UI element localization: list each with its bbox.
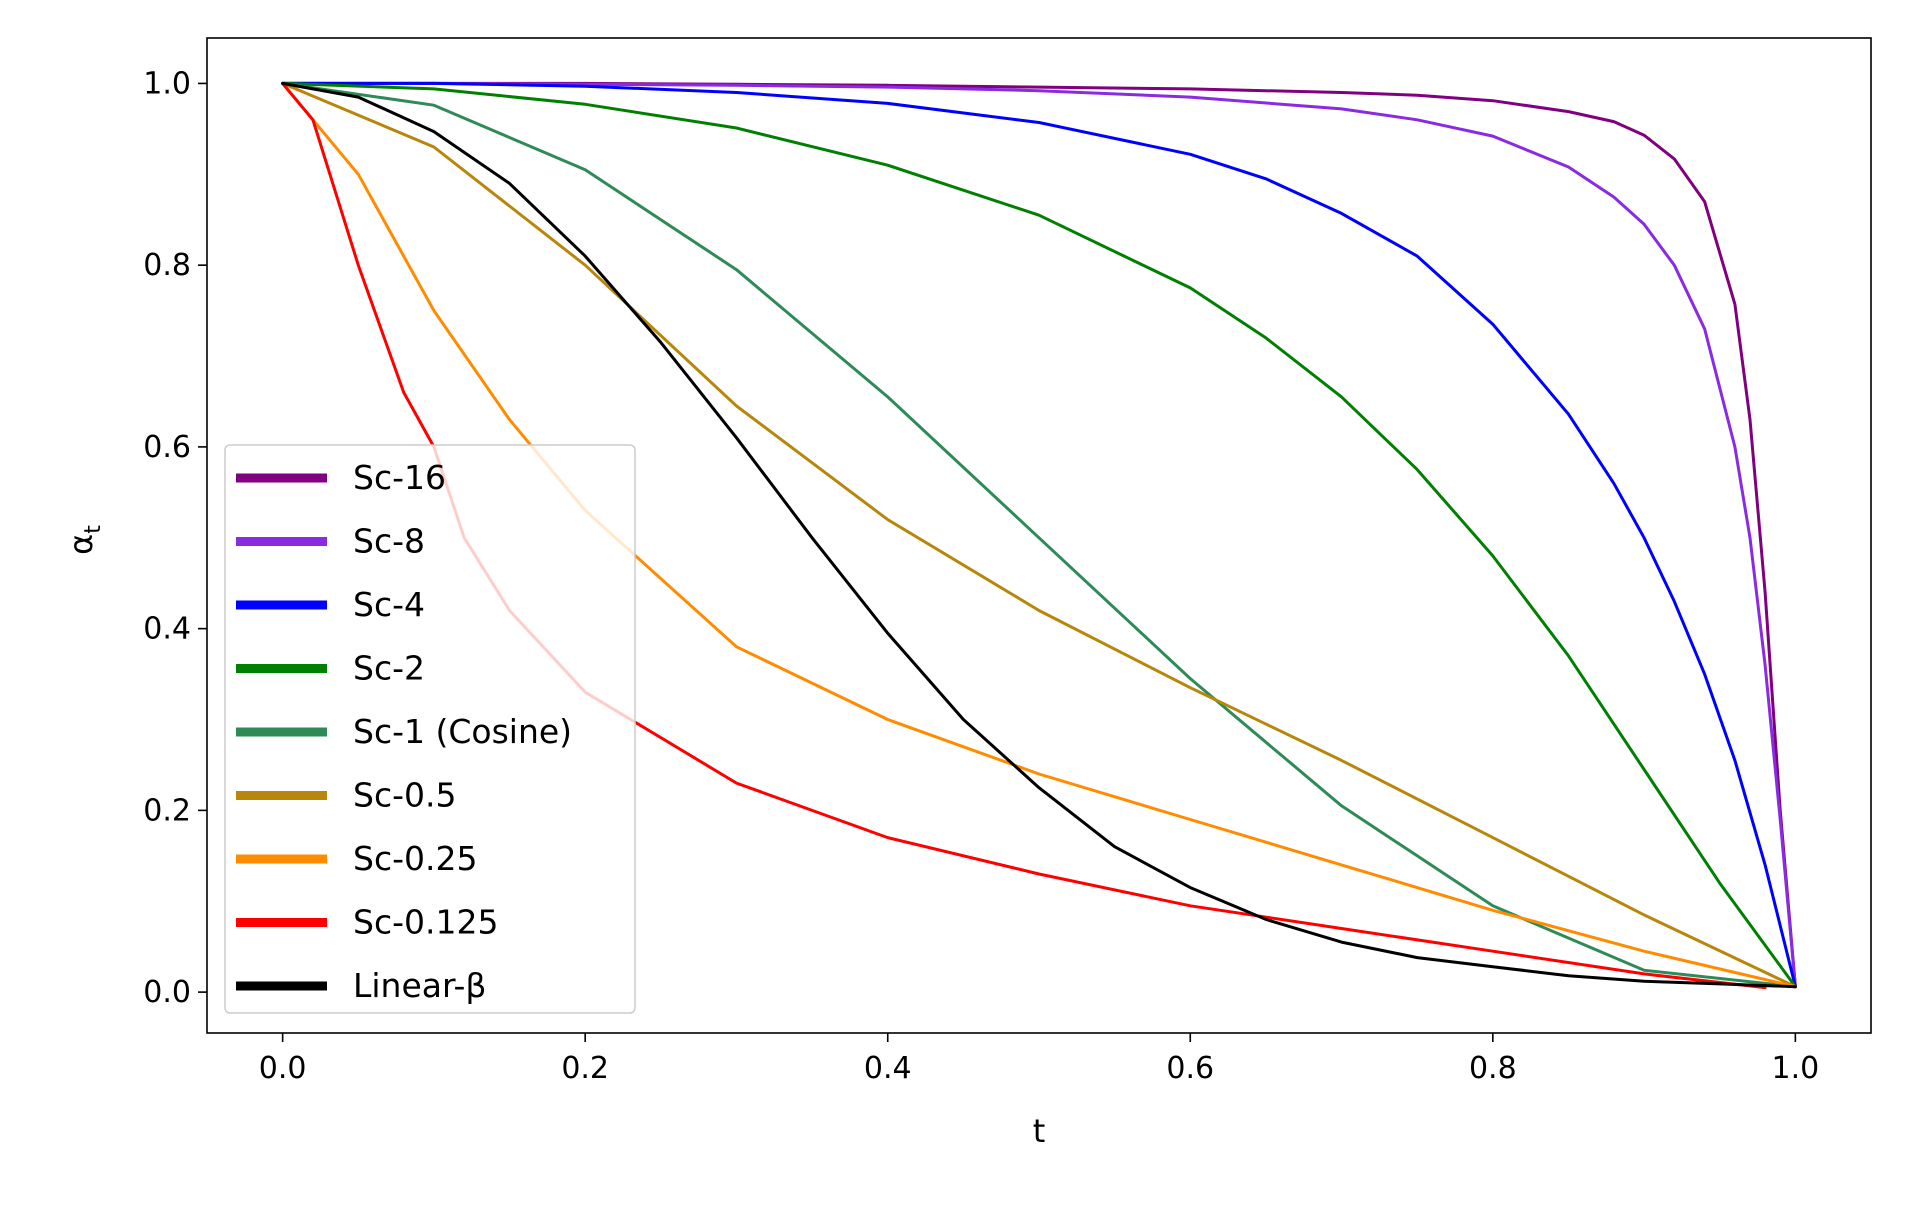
y-axis-label: αt (62, 525, 106, 555)
legend-label: Sc-2 (353, 649, 425, 688)
series-line-8 (281, 81, 1797, 989)
series-line-7 (281, 81, 1767, 990)
series-line-3 (281, 81, 1797, 989)
plot-frame (206, 37, 1872, 1034)
x-tick-label: 1.0 (1772, 1051, 1820, 1086)
y-axis-ticks: 0.0 0.2 0.4 0.6 0.8 1.0 (143, 66, 207, 1010)
y-tick-label: 0.4 (143, 612, 191, 647)
x-tick-label: 0.6 (1166, 1051, 1214, 1086)
legend-label: Sc-0.5 (353, 776, 456, 815)
y-tick-label: 0.2 (143, 793, 191, 828)
series-line-6 (281, 81, 1797, 989)
legend-label: Sc-8 (353, 522, 425, 561)
series-layer (281, 81, 1797, 990)
x-tick-label: 0.4 (864, 1051, 912, 1086)
legend-label: Sc-4 (353, 585, 425, 624)
legend: Sc-16 Sc-8 Sc-4 Sc-2 Sc-1 (Cosine) Sc-0.5 Sc-0… (224, 444, 636, 1014)
y-tick-label: 1.0 (143, 66, 191, 101)
legend-label: Linear-β (353, 966, 486, 1005)
series-line-4 (281, 81, 1797, 989)
legend-frame (224, 444, 636, 1014)
x-tick-label: 0.0 (259, 1051, 307, 1086)
y-tick-label: 0.8 (143, 248, 191, 283)
y-axis-label-base: α (62, 534, 100, 555)
legend-label: Sc-0.125 (353, 903, 498, 942)
x-tick-label: 0.8 (1469, 1051, 1517, 1086)
x-axis-label: t (1033, 1112, 1046, 1150)
series-line-1 (281, 81, 1797, 989)
series-line-2 (281, 81, 1797, 989)
y-tick-label: 0.0 (143, 975, 191, 1010)
series-line-5 (281, 81, 1797, 989)
x-tick-label: 0.2 (561, 1051, 609, 1086)
y-tick-label: 0.6 (143, 430, 191, 465)
y-axis-label-subscript: t (81, 525, 106, 534)
legend-label: Sc-16 (353, 458, 446, 497)
legend-label: Sc-0.25 (353, 839, 477, 878)
x-axis-ticks: 0.0 0.2 0.4 0.6 0.8 1.0 (259, 1033, 1819, 1086)
legend-label: Sc-1 (Cosine) (353, 712, 572, 751)
